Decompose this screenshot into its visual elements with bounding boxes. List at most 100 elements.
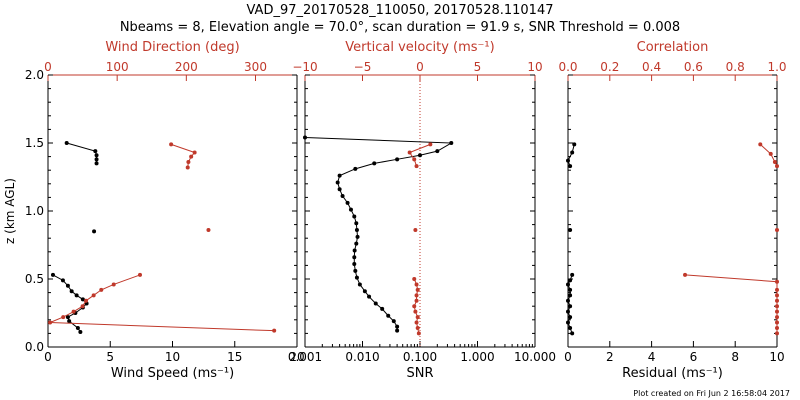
- red-data-point: [775, 304, 779, 309]
- panel-fit: 0 2 4 6 8 10 0.0 0.2 0.4 0.6 0.8 1.0 Residual (ms⁻¹)…: [558, 40, 786, 381]
- x-bottom-tick-label: 20: [289, 350, 304, 364]
- x-top-title: Wind Direction (deg): [105, 40, 239, 55]
- red-data-point: [48, 320, 53, 325]
- x-bottom-tick-label: 0.100: [403, 350, 437, 364]
- black-data-point: [435, 149, 440, 154]
- black-data-point: [354, 221, 359, 226]
- red-data-point: [414, 320, 419, 325]
- black-data-point: [372, 161, 377, 166]
- black-data-point: [92, 229, 97, 234]
- black-data-point: [354, 228, 359, 233]
- plot-subtitle: Nbeams = 8, Elevation angle = 70.0°, sca…: [120, 20, 680, 35]
- black-data-point: [94, 157, 99, 162]
- red-data-point: [414, 298, 419, 303]
- x-bottom-tick-label: 0.010: [345, 350, 379, 364]
- red-data-point: [775, 331, 779, 336]
- y-tick-label: 0.5: [25, 272, 44, 286]
- red-data-point: [169, 142, 174, 147]
- panel-snr: 0.001 0.010 0.100 1.000 10.000 −10 −5 0 5 10 SNR Ve…: [288, 40, 556, 381]
- red-data-point: [189, 154, 194, 159]
- black-data-point: [78, 330, 83, 335]
- black-data-point: [352, 255, 357, 260]
- x-top-tick-label: 0: [416, 60, 424, 74]
- red-data-point: [111, 282, 116, 287]
- black-data-point: [418, 153, 422, 158]
- plot-title: VAD_97_20170528_110050, 20170528.110147: [247, 3, 554, 18]
- black-data-point: [352, 262, 357, 267]
- black-data-point: [566, 320, 570, 325]
- red-data-point: [413, 228, 418, 233]
- black-data-point: [60, 278, 65, 283]
- black-data-point: [568, 304, 573, 309]
- red-data-point: [192, 150, 197, 155]
- black-data-point: [337, 187, 342, 192]
- x-top-tick-label: 0.6: [684, 60, 703, 74]
- red-data-point: [71, 309, 76, 314]
- x-bottom-title: Residual (ms⁻¹): [622, 366, 723, 381]
- black-data-point: [74, 293, 79, 298]
- red-data-point: [412, 304, 417, 309]
- red-data-point: [775, 320, 779, 325]
- x-top-tick-label: 0: [44, 60, 52, 74]
- x-top-tick-label: 5: [474, 60, 482, 74]
- black-data-point: [391, 319, 396, 324]
- x-top-tick-label: 200: [175, 60, 198, 74]
- black-series-line: [567, 144, 575, 167]
- black-data-point: [354, 275, 359, 280]
- black-data-point: [568, 315, 573, 320]
- x-bottom-tick-label: 0.001: [288, 350, 322, 364]
- black-data-point: [352, 248, 357, 253]
- red-data-point: [775, 325, 779, 330]
- x-bottom-title: Wind Speed (ms⁻¹): [111, 366, 234, 381]
- black-data-point: [357, 282, 362, 287]
- black-data-point: [566, 158, 570, 163]
- black-data-point: [566, 282, 570, 287]
- x-bottom-tick-label: 6: [690, 350, 698, 364]
- black-data-point: [570, 150, 575, 155]
- black-data-point: [568, 293, 573, 298]
- black-data-point: [352, 214, 357, 219]
- black-data-point: [367, 294, 372, 299]
- red-data-point: [413, 309, 418, 314]
- x-bottom-tick-label: 0: [564, 350, 572, 364]
- x-bottom-tick-label: 1.000: [460, 350, 494, 364]
- black-data-point: [570, 331, 575, 336]
- black-data-point: [80, 297, 85, 302]
- black-data-point: [65, 315, 70, 320]
- black-data-point: [335, 180, 340, 185]
- x-bottom-tick-label: 10: [769, 350, 784, 364]
- black-data-point: [568, 325, 573, 330]
- black-data-point: [572, 142, 577, 147]
- x-bottom-tick-label: 10.000: [514, 350, 556, 364]
- x-bottom-title: SNR: [406, 366, 433, 381]
- red-data-point: [775, 228, 779, 233]
- x-top-tick-label: 100: [106, 60, 129, 74]
- red-data-point: [61, 315, 66, 320]
- red-data-point: [758, 142, 763, 147]
- red-data-point: [414, 293, 419, 298]
- red-data-point: [775, 287, 779, 292]
- plot-credit: Plot created on Fri Jun 2 16:58:04 2017: [633, 389, 790, 398]
- black-data-point: [348, 207, 353, 212]
- black-data-point: [94, 161, 99, 166]
- x-bottom-tick-label: 2: [606, 350, 614, 364]
- black-data-point: [395, 157, 400, 162]
- x-top-tick-label: 0.0: [558, 60, 577, 74]
- x-bottom-tick-label: 15: [227, 350, 242, 364]
- red-data-point: [186, 160, 191, 165]
- red-series-line: [49, 274, 275, 332]
- x-top-title: Vertical velocity (ms⁻¹): [345, 40, 494, 55]
- x-top-tick-label: 10: [527, 60, 542, 74]
- x-bottom-tick-label: 5: [106, 350, 114, 364]
- black-data-point: [449, 141, 454, 145]
- black-series-line: [66, 142, 98, 164]
- black-data-point: [50, 272, 55, 277]
- red-data-point: [415, 325, 420, 330]
- red-data-point: [768, 151, 773, 156]
- red-data-point: [416, 331, 421, 336]
- red-data-point: [185, 165, 190, 170]
- red-series-line: [408, 143, 431, 167]
- y-tick-label: 2.0: [25, 68, 44, 82]
- red-data-point: [137, 272, 142, 277]
